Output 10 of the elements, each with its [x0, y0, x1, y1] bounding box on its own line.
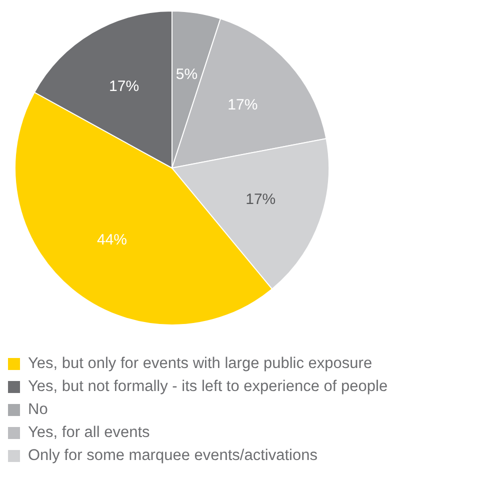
data-label: 17%	[246, 190, 276, 208]
data-label: 17%	[109, 78, 140, 95]
data-label: 5%	[176, 66, 198, 83]
legend-label: Yes, for all events	[28, 424, 150, 442]
data-label: 44%	[96, 232, 127, 249]
data-label: 17%	[228, 96, 258, 114]
legend-label: Only for some marquee events/activations	[28, 447, 318, 464]
legend-label: Yes, but not formally - its left to experience of people	[28, 378, 388, 396]
legend-label: Yes, but only for events with large public exposure	[28, 355, 372, 372]
legend-label: No	[28, 401, 48, 418]
